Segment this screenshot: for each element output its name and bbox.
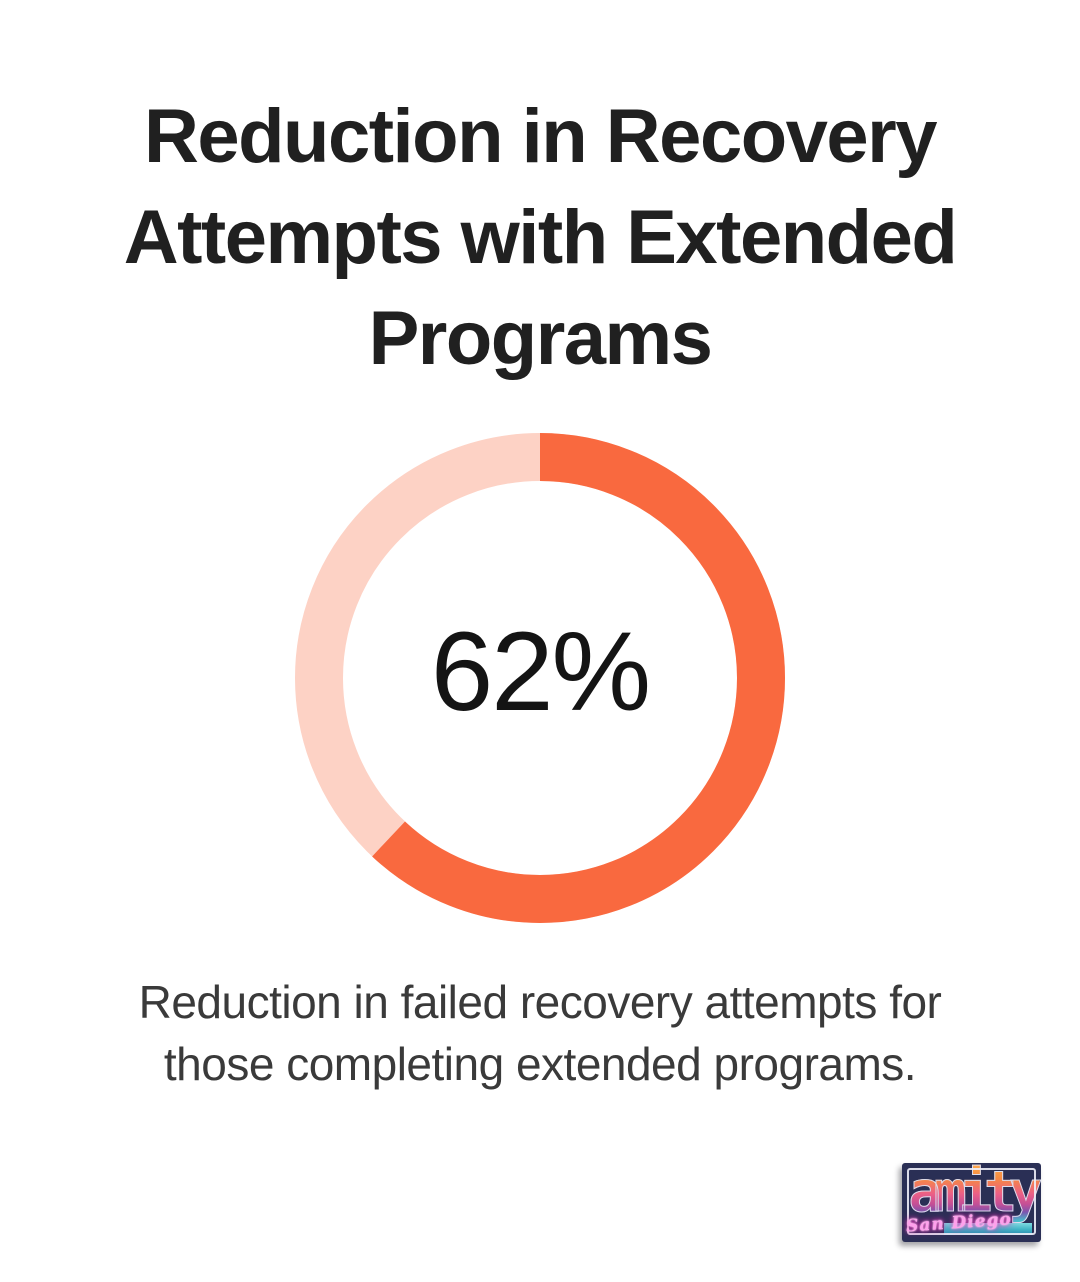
page-title-line-2: Attempts with Extended — [123, 195, 958, 280]
donut-chart-svg — [295, 433, 785, 923]
donut-value-arc — [295, 433, 785, 923]
donut-center-label: 62% — [430, 608, 651, 734]
donut-chart: 62% — [295, 433, 785, 923]
logo-water-art — [944, 1223, 1032, 1235]
page-title-line-1: Reduction in Recovery — [143, 94, 938, 179]
logo-wordmark: amity — [903, 1163, 1041, 1226]
caption-line-1: Reduction in failed recovery attempts fo… — [138, 976, 942, 1028]
amity-san-diego-logo: amity San Diego — [902, 1163, 1041, 1242]
caption: Reduction in failed recovery attempts fo… — [0, 971, 1080, 1095]
page-title: Reduction in Recovery Attempts with Exte… — [0, 86, 1080, 389]
page-title-line-3: Programs — [368, 296, 713, 381]
caption-line-2: those completing extended programs. — [163, 1038, 917, 1090]
